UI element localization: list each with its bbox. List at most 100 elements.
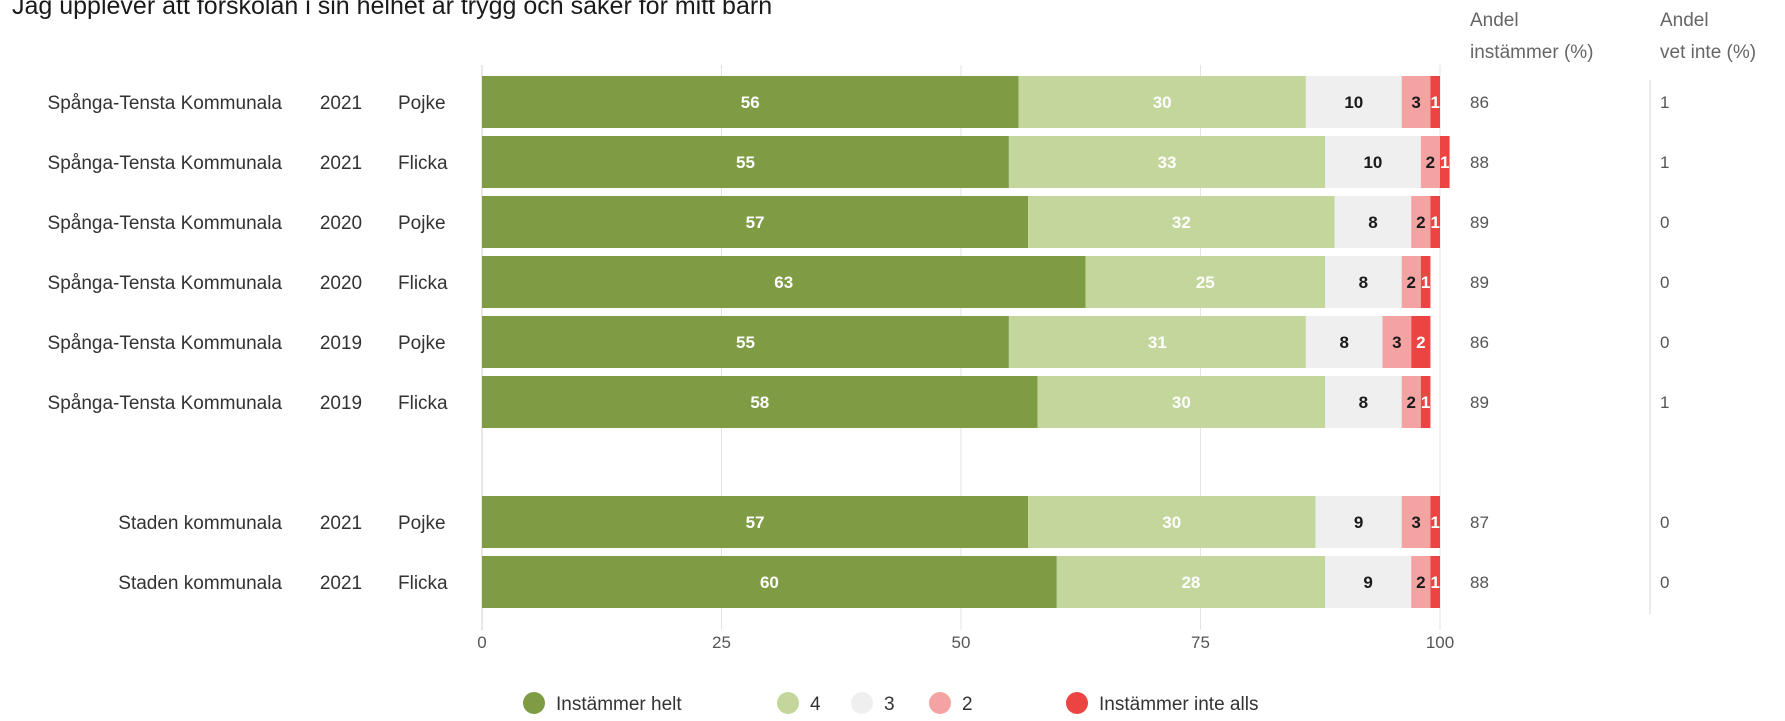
row-label-unit: Spånga-Tensta Kommunala bbox=[48, 153, 283, 174]
bar-segment bbox=[1411, 196, 1431, 248]
bar-value-label: 33 bbox=[1158, 153, 1177, 172]
bar-value-label: 3 bbox=[1411, 93, 1420, 112]
row-labels: Spånga-Tensta Kommunala 2021 Pojke Spånga-T… bbox=[48, 93, 449, 594]
bar-value-label: 28 bbox=[1181, 573, 1200, 592]
bar-value-label: 8 bbox=[1359, 273, 1368, 292]
column-header: vet inte (%) bbox=[1660, 42, 1756, 63]
bar-segment bbox=[482, 556, 1057, 608]
column-value: 0 bbox=[1660, 333, 1669, 352]
column-value: 89 bbox=[1470, 393, 1489, 412]
row-label-gender: Flicka bbox=[398, 393, 448, 414]
bar-segment bbox=[1028, 196, 1335, 248]
bar-segment bbox=[482, 196, 1029, 248]
bar-segment bbox=[1401, 496, 1431, 548]
bar-value-label: 55 bbox=[736, 153, 755, 172]
row-label-year: 2020 bbox=[320, 213, 362, 234]
extra-columns: Andel instämmer (%) 86 88 89 89 86 89 87 88 Andel v… bbox=[1470, 10, 1756, 614]
bar-value-label: 2 bbox=[1426, 153, 1435, 172]
bar-segment bbox=[1420, 136, 1440, 188]
legend-item[interactable]: 3 bbox=[851, 692, 895, 715]
bar-value-label: 31 bbox=[1148, 333, 1167, 352]
legend[interactable]: Instämmer helt 4 3 2 Instämmer inte alls bbox=[523, 692, 1258, 715]
bar-segment bbox=[482, 496, 1029, 548]
bar-value-label: 32 bbox=[1172, 213, 1191, 232]
row-label-unit: Spånga-Tensta Kommunala bbox=[48, 333, 283, 354]
bar-segment bbox=[1411, 556, 1431, 608]
legend-item[interactable]: Instämmer inte alls bbox=[1066, 692, 1258, 715]
column-header: instämmer (%) bbox=[1470, 42, 1594, 63]
legend-swatch bbox=[929, 692, 951, 714]
bars: 56 30 10 3 155 33 10 2 157 32 8 2 163 25 8 2 155 31 8 3 258 3… bbox=[482, 76, 1450, 608]
bar-value-label: 10 bbox=[1363, 153, 1382, 172]
column-value: 0 bbox=[1660, 273, 1669, 292]
bar-segment bbox=[1325, 556, 1412, 608]
row-label-gender: Flicka bbox=[398, 573, 448, 594]
bar-value-label: 8 bbox=[1368, 213, 1377, 232]
bar-segment bbox=[1056, 556, 1326, 608]
column-value: 87 bbox=[1470, 513, 1489, 532]
bar-segment bbox=[1008, 136, 1326, 188]
column-header: Andel bbox=[1470, 10, 1519, 31]
column-header: Andel bbox=[1660, 10, 1709, 31]
bar-segment bbox=[482, 76, 1019, 128]
bar-value-label: 56 bbox=[741, 93, 760, 112]
column-value: 88 bbox=[1470, 153, 1489, 172]
column-value: 1 bbox=[1660, 93, 1669, 112]
bar-segment bbox=[1430, 556, 1440, 608]
bar-segment bbox=[1315, 496, 1402, 548]
bar-value-label: 1 bbox=[1430, 93, 1439, 112]
bar-value-label: 9 bbox=[1363, 573, 1372, 592]
bar-value-label: 55 bbox=[736, 333, 755, 352]
bar-segment bbox=[1430, 76, 1440, 128]
bar-value-label: 8 bbox=[1339, 333, 1348, 352]
column-value: 1 bbox=[1660, 393, 1669, 412]
bar-segment bbox=[1420, 376, 1431, 428]
bar-value-label: 2 bbox=[1407, 273, 1416, 292]
bar-value-label: 25 bbox=[1196, 273, 1215, 292]
row-label-gender: Pojke bbox=[398, 333, 446, 354]
bar-segment bbox=[1382, 316, 1412, 368]
bar-segment bbox=[482, 136, 1009, 188]
row-label-gender: Pojke bbox=[398, 93, 446, 114]
legend-label: 4 bbox=[810, 694, 821, 715]
legend-item[interactable]: 2 bbox=[929, 692, 973, 715]
bar-value-label: 63 bbox=[774, 273, 793, 292]
bar-value-label: 58 bbox=[750, 393, 769, 412]
column-value: 86 bbox=[1470, 333, 1489, 352]
bar-segment bbox=[1037, 376, 1326, 428]
column-value: 86 bbox=[1470, 93, 1489, 112]
x-tick-label: 75 bbox=[1191, 633, 1210, 652]
column-value: 0 bbox=[1660, 513, 1669, 532]
legend-label: Instämmer inte alls bbox=[1099, 694, 1258, 715]
x-tick-label: 25 bbox=[712, 633, 731, 652]
bar-segment bbox=[1430, 496, 1440, 548]
legend-label: 2 bbox=[962, 694, 973, 715]
row-label-unit: Spånga-Tensta Kommunala bbox=[48, 393, 283, 414]
bar-value-label: 57 bbox=[746, 513, 765, 532]
legend-item[interactable]: Instämmer helt bbox=[523, 692, 682, 715]
bar-value-label: 2 bbox=[1416, 213, 1425, 232]
row-label-gender: Pojke bbox=[398, 213, 446, 234]
legend-swatch bbox=[777, 692, 799, 714]
bar-value-label: 30 bbox=[1172, 393, 1191, 412]
legend-item[interactable]: 4 bbox=[777, 692, 821, 715]
legend-label: Instämmer helt bbox=[556, 694, 682, 715]
bar-segment bbox=[1420, 256, 1431, 308]
bar-value-label: 1 bbox=[1430, 213, 1439, 232]
bar-segment bbox=[1325, 376, 1402, 428]
bar-segment bbox=[1411, 316, 1431, 368]
bar-value-label: 10 bbox=[1344, 93, 1363, 112]
x-tick-label: 50 bbox=[952, 633, 971, 652]
row-label-year: 2019 bbox=[320, 393, 362, 414]
bar-value-label: 2 bbox=[1407, 393, 1416, 412]
bar-value-label: 30 bbox=[1153, 93, 1172, 112]
column-value: 0 bbox=[1660, 213, 1669, 232]
row-label-year: 2019 bbox=[320, 333, 362, 354]
bar-segment bbox=[482, 256, 1086, 308]
legend-swatch bbox=[523, 692, 545, 714]
bar-value-label: 1 bbox=[1430, 513, 1439, 532]
row-label-gender: Flicka bbox=[398, 273, 448, 294]
legend-label: 3 bbox=[884, 694, 895, 715]
bar-segment bbox=[1008, 316, 1306, 368]
